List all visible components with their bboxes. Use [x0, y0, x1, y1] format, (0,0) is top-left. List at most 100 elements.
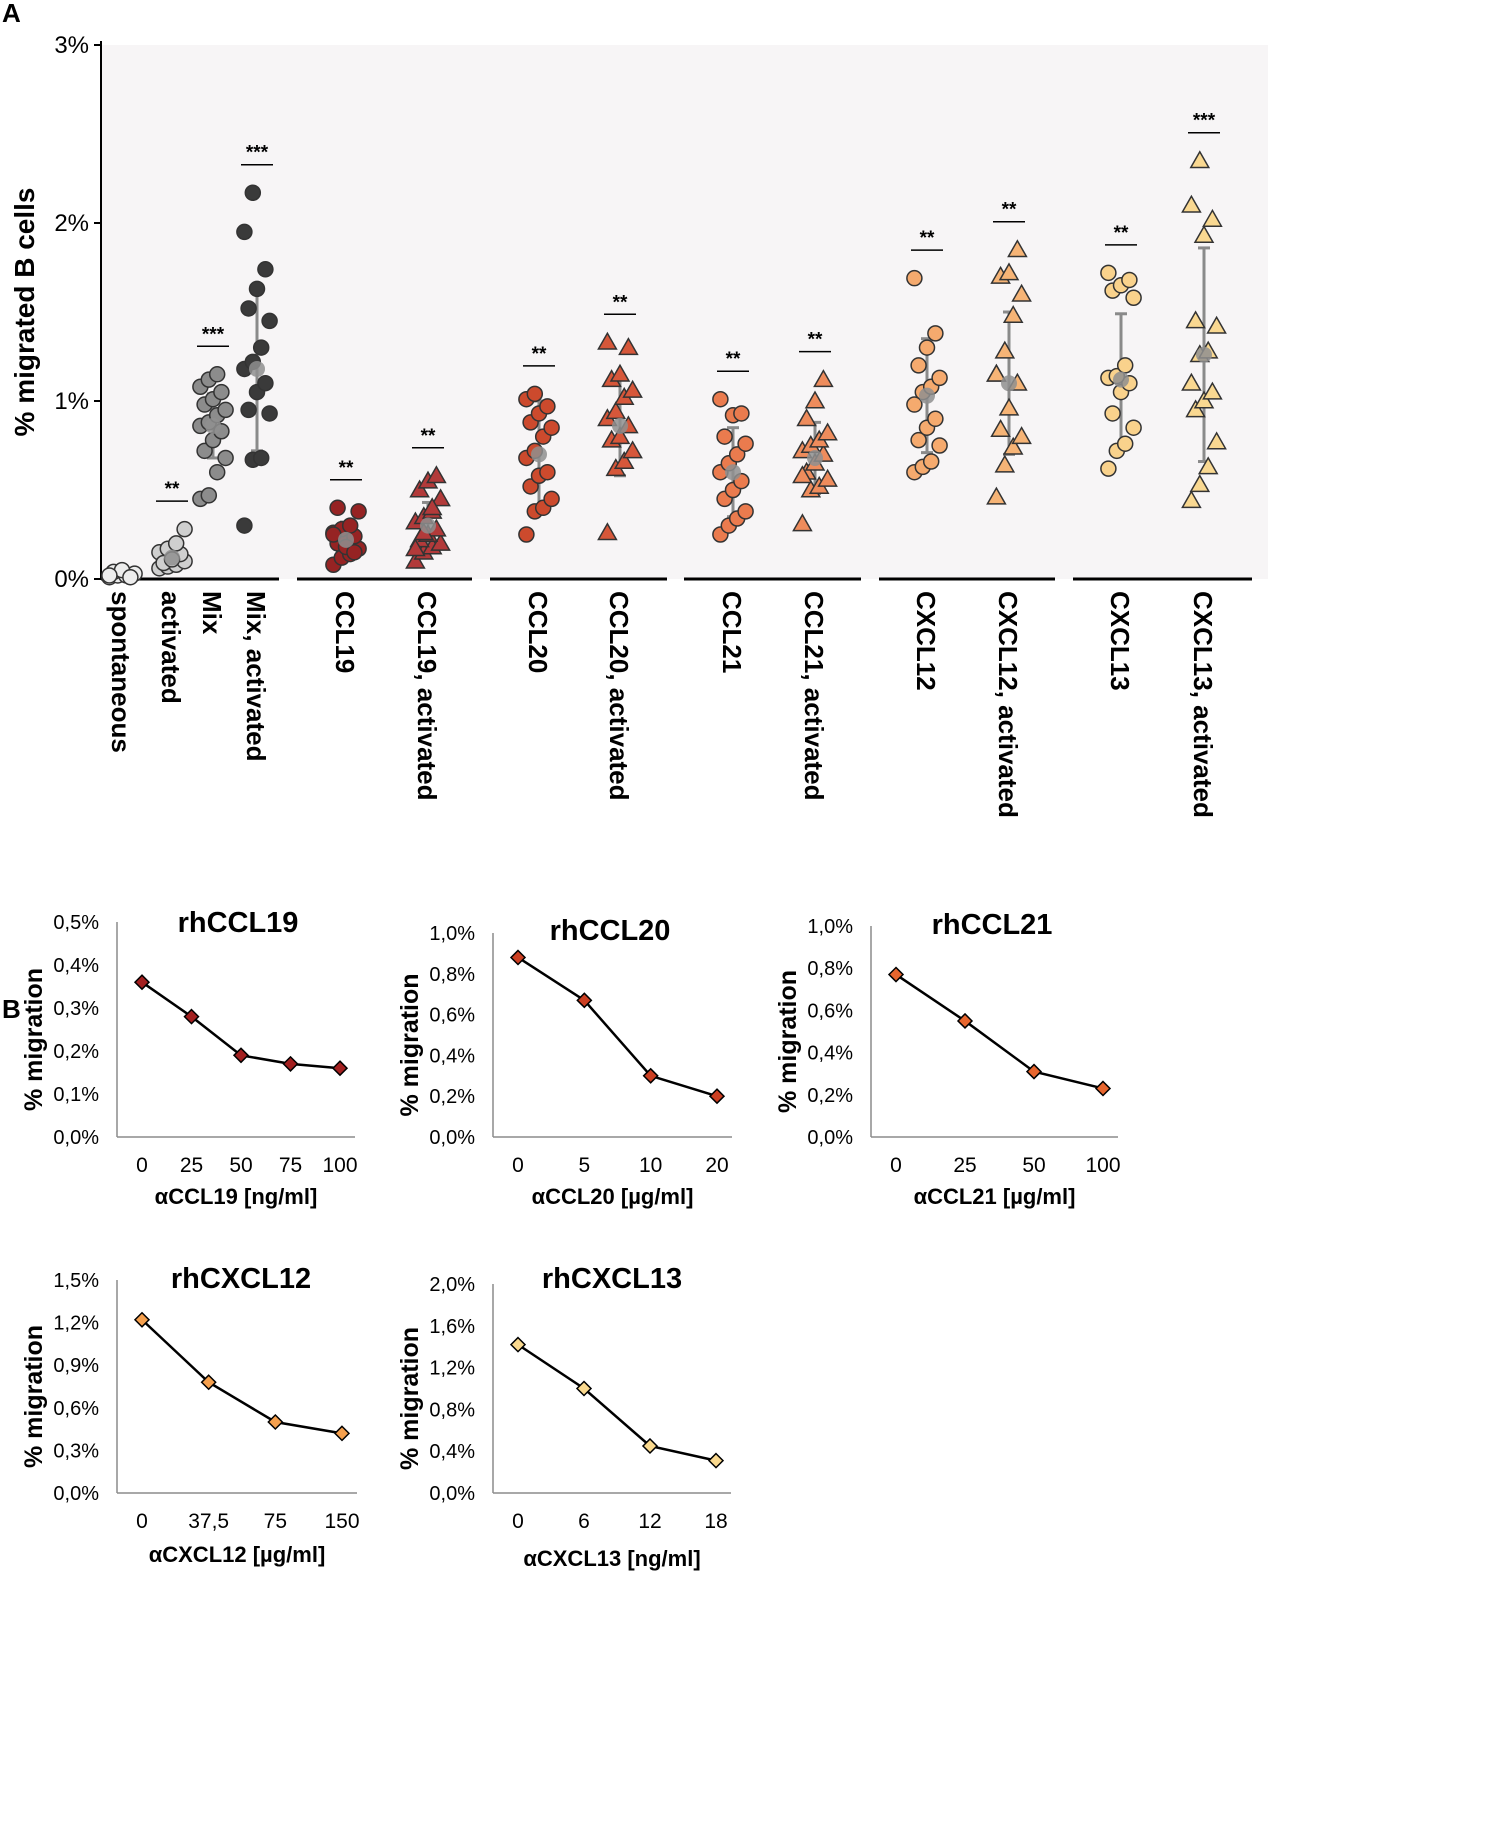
data-point [887, 966, 905, 983]
y-tick-label: 0,4% [429, 1045, 475, 1067]
data-point [405, 550, 426, 569]
significance-label: *** [202, 324, 225, 345]
data-point [910, 357, 927, 374]
data-point [716, 428, 733, 445]
data-point [618, 337, 639, 356]
data-point [509, 1336, 527, 1353]
mean-marker [420, 517, 436, 534]
data-point [183, 1008, 200, 1025]
data-point [430, 488, 451, 507]
data-point [1202, 208, 1223, 227]
y-axis-label: % migration [396, 973, 424, 1116]
series-cxcl13: CXCL13 ** [1100, 223, 1142, 691]
data-point [986, 486, 1007, 505]
data-point [1002, 436, 1024, 455]
chart-title: rhCXCL13 [542, 1263, 682, 1295]
data-point [101, 567, 118, 584]
data-point [421, 497, 443, 516]
significance-label: ** [920, 228, 935, 249]
series-ccl21: CCL21 ** [712, 349, 754, 673]
mean-marker [1113, 371, 1129, 388]
data-point [200, 487, 218, 504]
data-point [597, 331, 618, 350]
data-point [733, 405, 750, 422]
data-point [543, 490, 560, 508]
series-cxcl13-activated: CXCL13, activated *** [1181, 111, 1227, 818]
data-point [918, 339, 936, 356]
data-point [350, 503, 367, 520]
category-label: CCL20, activated [604, 591, 634, 801]
data-point [813, 369, 834, 388]
data-point [708, 1088, 726, 1105]
mean-marker [1001, 375, 1017, 392]
data-point [906, 396, 923, 413]
data-point [1185, 310, 1206, 329]
x-tick-label: 6 [578, 1510, 590, 1533]
y-tick-label: 1,5% [53, 1270, 99, 1292]
data-point [998, 397, 1020, 416]
data-point [737, 503, 754, 520]
x-tick-label: 0 [136, 1154, 148, 1177]
significance-label: ** [165, 479, 180, 500]
line-chart-rhcxcl13: 0,0% 0,4% 0,8% 1,2% 1,6% 2,0% 0 6 12 18 rhCXCL13 αC… [396, 1263, 731, 1571]
data-point [817, 468, 838, 487]
panel-b-line-charts: 0,0%0,1%0,2%0,3%0,4%0,5%0 25 50 75 100rhCCL1… [20, 907, 1121, 1571]
x-tick-label: 0 [512, 1510, 524, 1533]
data-point [1011, 283, 1032, 302]
panel-a-label: A [2, 0, 21, 28]
data-point [257, 374, 274, 392]
mean-marker [249, 360, 265, 377]
significance-label: *** [246, 143, 269, 164]
data-point [737, 435, 754, 452]
x-tick-label: 37,5 [188, 1510, 229, 1533]
data-point [956, 1012, 974, 1030]
x-axis-label: αCCL21 [µg/ml] [914, 1184, 1076, 1209]
category-label: activated [156, 591, 186, 704]
data-point [176, 520, 193, 538]
data-point [331, 1060, 349, 1077]
plot-area-background [101, 45, 1268, 579]
data-point [1189, 150, 1211, 169]
category-label: CCL20 [523, 591, 553, 673]
y-axis-label: % migration [396, 1327, 424, 1470]
x-tick-label: 0 [136, 1510, 148, 1533]
data-point [1189, 474, 1211, 493]
data-point [609, 363, 631, 382]
chart-title: rhCCL21 [932, 909, 1053, 941]
y-tick-label: 0,2% [429, 1086, 475, 1108]
data-point [196, 442, 213, 460]
x-tick-label: 25 [953, 1154, 976, 1177]
category-label: Mix, activated [241, 591, 271, 762]
data-point [232, 1047, 250, 1064]
data-point [526, 385, 544, 403]
x-tick-label: 50 [1022, 1154, 1045, 1177]
data-point [1193, 390, 1215, 409]
category-label: spontaneous [106, 591, 136, 753]
data-point [597, 522, 618, 541]
data-point [208, 366, 226, 383]
data-point [1002, 305, 1024, 324]
line-chart-rhccl19: 0,0% 0,1% 0,2% 0,3% 0,4% 0,5% 0 25 50 75 100 rhCCL1… [20, 907, 358, 1209]
data-point [1094, 1080, 1112, 1097]
category-label: CCL19 [330, 591, 360, 673]
significance-label: ** [613, 292, 628, 313]
data-point [927, 325, 944, 342]
data-point [252, 339, 270, 356]
x-axis-label: αCCL19 [ng/ml] [155, 1184, 318, 1209]
series-line [517, 956, 718, 1098]
mean-marker [919, 387, 935, 404]
data-point [244, 184, 262, 201]
y-tick-label: 1% [54, 388, 89, 415]
data-point [518, 526, 535, 543]
y-axis-label: % migrated B cells [9, 188, 40, 437]
y-tick-label: 0,1% [53, 1084, 99, 1106]
data-point [240, 300, 257, 317]
data-point [236, 223, 253, 241]
mean-marker [807, 449, 823, 466]
data-point [931, 437, 948, 454]
data-point [792, 513, 813, 532]
series-line [517, 1343, 717, 1462]
data-point [1100, 460, 1117, 477]
data-point [267, 1413, 284, 1431]
data-point [1116, 357, 1134, 374]
